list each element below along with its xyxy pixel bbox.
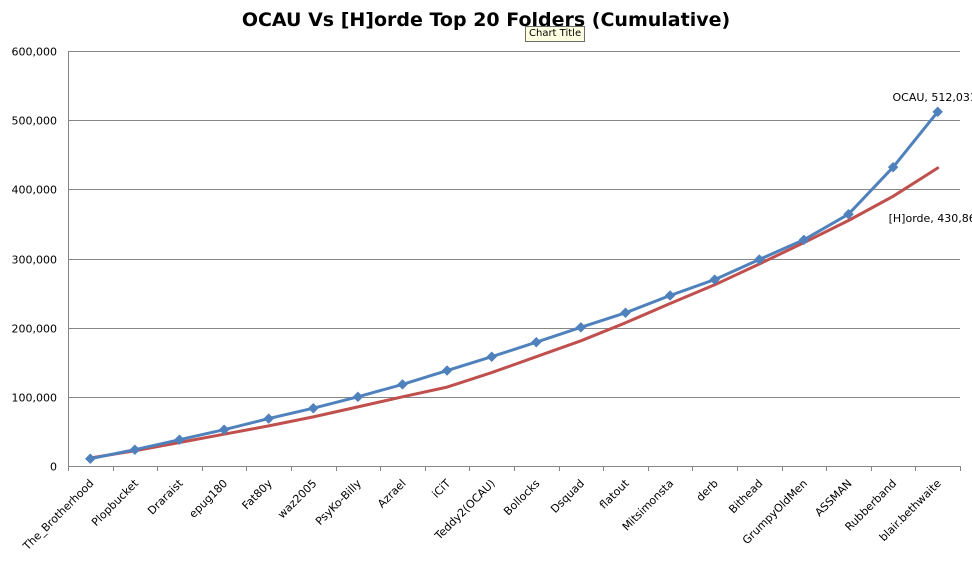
x-tick-label: epug180 — [187, 477, 231, 521]
y-tick-label: 500,000 — [12, 115, 58, 128]
data-point[interactable] — [486, 351, 498, 363]
data-label: OCAU, 512,031 — [892, 91, 972, 104]
x-tick-label: ASSMAN — [812, 477, 854, 519]
chart-title[interactable]: OCAU Vs [H]orde Top 20 Folders (Cumulati… — [241, 9, 731, 31]
data-point[interactable] — [620, 307, 631, 319]
x-tick-label: The_Brotherhood — [20, 477, 97, 554]
data-point[interactable] — [263, 413, 275, 424]
data-point[interactable] — [441, 365, 453, 376]
x-tick-label: Dsquad — [548, 477, 587, 516]
x-tick-label: PsyKo-Billy — [313, 477, 364, 528]
x-tick-label: Bithead — [726, 477, 765, 516]
y-tick-label: 0 — [50, 461, 57, 474]
chart-title-tooltip: Chart Title — [525, 26, 586, 42]
data-point[interactable] — [352, 391, 364, 403]
data-point[interactable] — [397, 379, 408, 390]
x-tick-label: Fat80y — [240, 477, 276, 513]
data-point[interactable] — [84, 453, 96, 465]
data-point[interactable] — [129, 444, 141, 456]
data-point[interactable] — [843, 208, 854, 220]
data-point[interactable] — [887, 161, 899, 173]
x-tick-label: Plopbucket — [89, 476, 141, 528]
data-point[interactable] — [218, 424, 230, 436]
data-label: [H]orde, 430,865 — [889, 212, 972, 225]
data-point[interactable] — [174, 434, 185, 446]
data-point[interactable] — [575, 321, 587, 333]
x-tick-label: iCiT — [430, 477, 454, 501]
y-tick-label: 100,000 — [12, 392, 58, 405]
x-tick-label: flatout — [597, 476, 632, 511]
x-tick-label: waz2005 — [275, 477, 319, 521]
series-line[interactable] — [88, 166, 940, 460]
data-point[interactable] — [932, 106, 944, 118]
series-line[interactable] — [88, 110, 940, 461]
data-point[interactable] — [709, 274, 721, 285]
y-tick-label: 300,000 — [12, 254, 58, 267]
data-point[interactable] — [530, 336, 542, 348]
y-tick-label: 600,000 — [12, 46, 58, 59]
x-tick-label: Draraist — [145, 476, 186, 517]
data-point[interactable] — [798, 234, 810, 246]
data-point[interactable] — [753, 254, 765, 265]
y-tick-label: 400,000 — [12, 184, 58, 197]
x-tick-label: Bollocks — [501, 477, 542, 518]
data-point[interactable] — [664, 290, 676, 301]
y-tick-label: 200,000 — [12, 323, 58, 336]
x-tick-label: Azrael — [375, 477, 409, 511]
x-tick-label: derb — [694, 477, 721, 504]
data-point[interactable] — [307, 402, 319, 414]
